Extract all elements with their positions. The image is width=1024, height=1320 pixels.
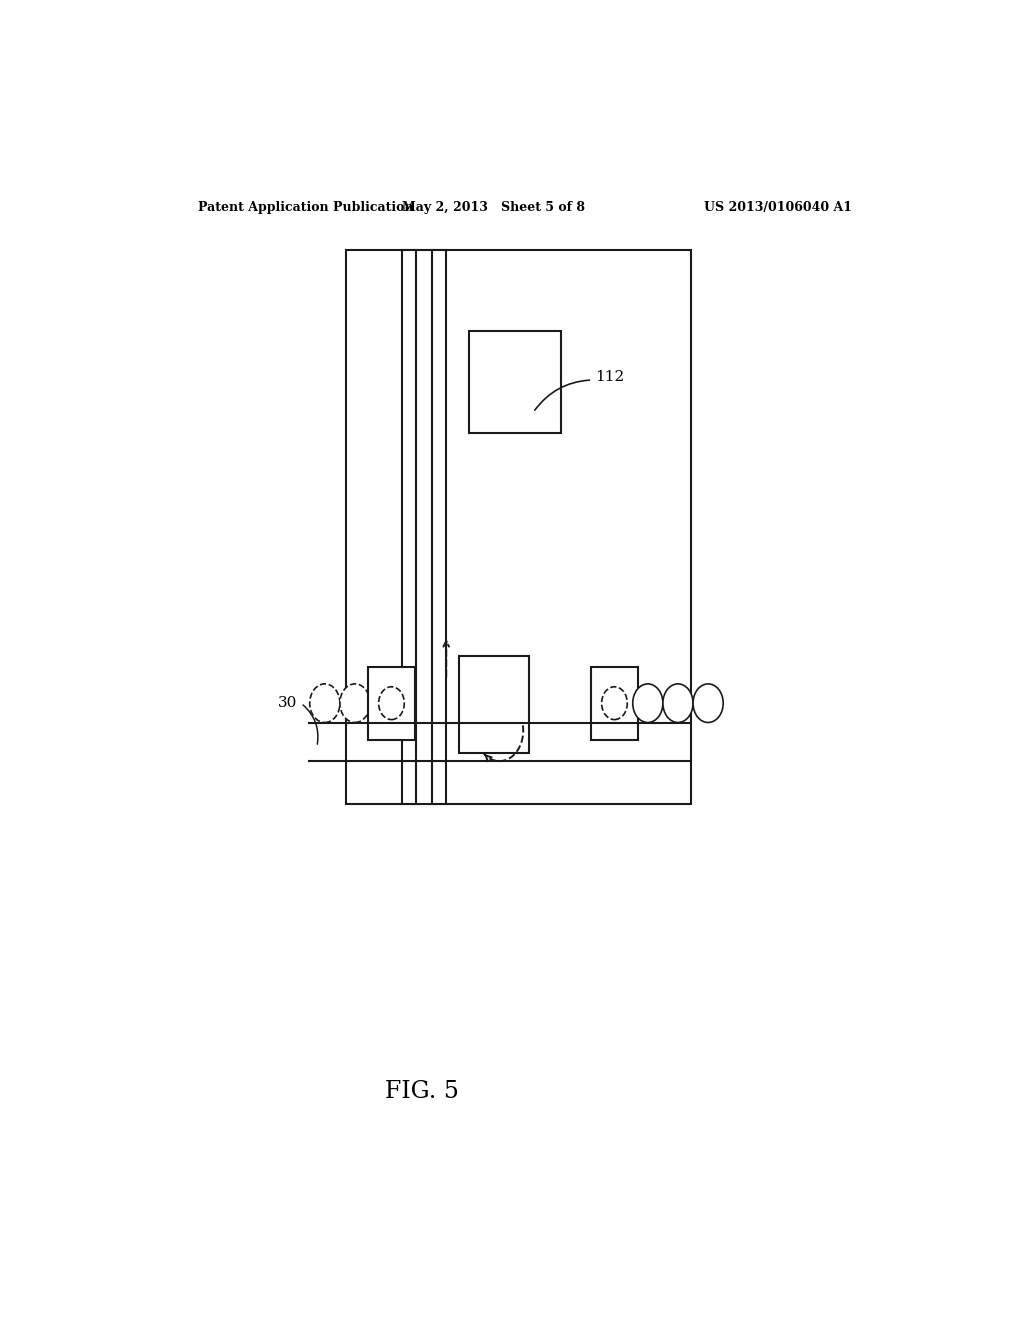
Circle shape (340, 684, 370, 722)
Text: May 2, 2013   Sheet 5 of 8: May 2, 2013 Sheet 5 of 8 (401, 201, 585, 214)
Bar (459, 656, 528, 752)
Circle shape (633, 684, 663, 722)
Text: 112: 112 (595, 370, 624, 384)
Text: FIG. 5: FIG. 5 (385, 1080, 459, 1104)
Text: 30: 30 (278, 696, 297, 710)
Bar (432, 249, 446, 804)
Bar (368, 667, 416, 739)
Bar (591, 667, 638, 739)
Circle shape (602, 686, 628, 719)
Bar (469, 331, 560, 433)
Bar (346, 249, 691, 804)
Circle shape (663, 684, 693, 722)
Circle shape (379, 686, 404, 719)
Text: US 2013/0106040 A1: US 2013/0106040 A1 (703, 201, 852, 214)
Text: Patent Application Publication: Patent Application Publication (198, 201, 414, 214)
Circle shape (309, 684, 340, 722)
Circle shape (370, 684, 400, 722)
Circle shape (693, 684, 723, 722)
Bar (401, 249, 416, 804)
